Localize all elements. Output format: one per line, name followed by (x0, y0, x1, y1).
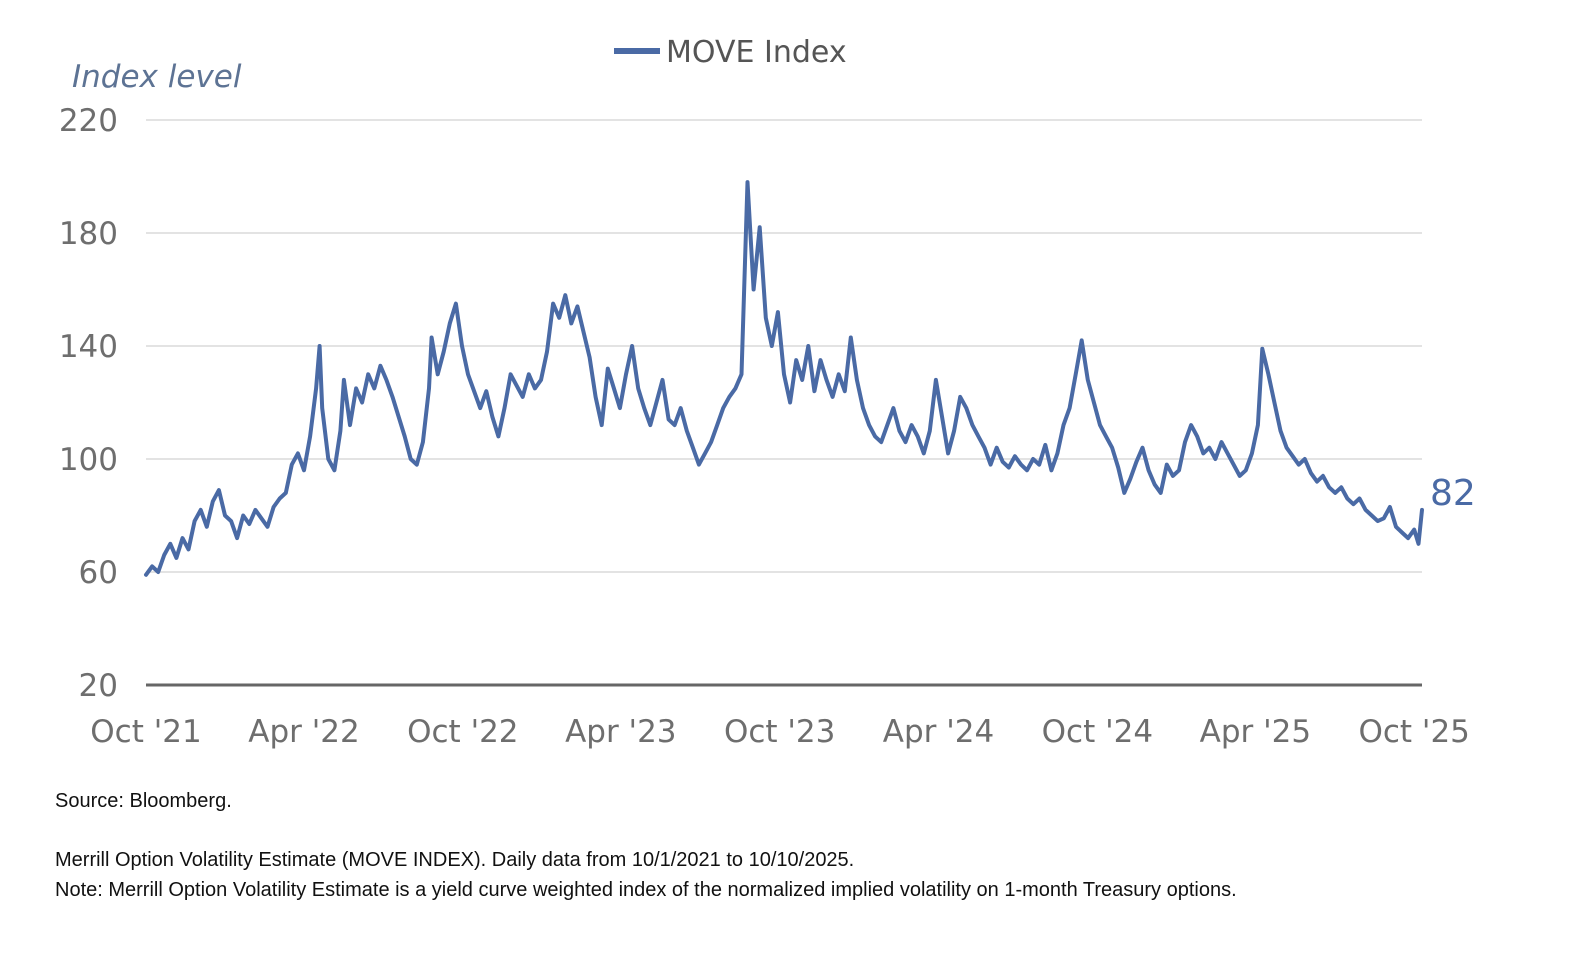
x-tick-label-0: Oct '21 (90, 714, 201, 750)
legend-label: MOVE Index (666, 35, 847, 70)
gridlines (146, 119, 1422, 687)
x-tick-label-5: Apr '24 (883, 714, 994, 750)
y-tick-label-20: 20 (79, 668, 118, 704)
x-tick-label-4: Oct '23 (724, 714, 835, 750)
y-tick-label-100: 100 (59, 442, 118, 478)
x-tick-label-6: Oct '24 (1042, 714, 1153, 750)
y-axis-title: Index level (72, 59, 242, 95)
last-value-label: 82 (1430, 473, 1476, 514)
y-tick-label-180: 180 (59, 216, 118, 252)
x-tick-label-1: Apr '22 (248, 714, 359, 750)
y-axis: 20 60 100 140 180 220 (59, 103, 118, 704)
series-line-move-index (144, 180, 1424, 577)
x-tick-label-3: Apr '23 (565, 714, 676, 750)
source-note: Source: Bloomberg. (55, 790, 232, 812)
definition-note: Note: Merrill Option Volatility Estimate… (55, 879, 1237, 901)
series-layer (144, 180, 1424, 577)
x-tick-label-2: Oct '22 (407, 714, 518, 750)
x-tick-label-8: Oct '25 (1358, 714, 1469, 750)
y-tick-label-220: 220 (59, 103, 118, 139)
description-note: Merrill Option Volatility Estimate (MOVE… (55, 849, 855, 871)
x-axis: Oct '21 Apr '22 Oct '22 Apr '23 Oct '23 Apr '… (90, 714, 1470, 750)
legend: MOVE Index (614, 35, 847, 70)
y-tick-label-60: 60 (79, 555, 118, 591)
move-index-line-chart: 20 60 100 140 180 220 Oct '21 Apr '22 Oct '22 Ap… (59, 35, 1476, 750)
x-tick-label-7: Apr '25 (1200, 714, 1311, 750)
y-tick-label-140: 140 (59, 329, 118, 365)
